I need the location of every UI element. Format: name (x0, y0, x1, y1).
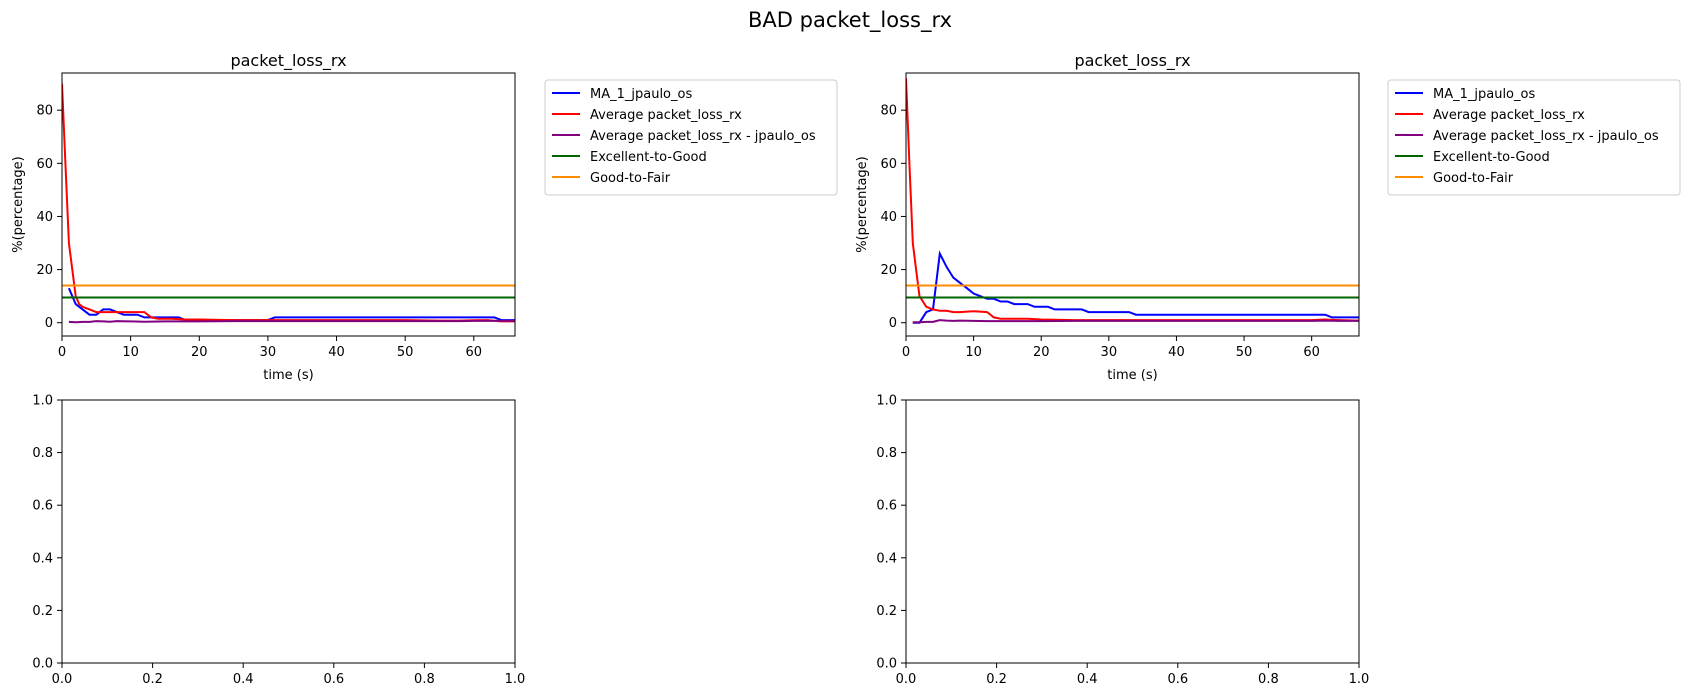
series-line-ma-1-jpaulo-os (67, 287, 515, 322)
x-tick-label: 50 (397, 345, 414, 360)
x-tick-label: 30 (260, 345, 277, 360)
legend-item: MA_1_jpaulo_os (1395, 87, 1535, 102)
legend-label: Average packet_loss_rx (1433, 108, 1585, 123)
y-tick-label: 0 (45, 316, 53, 331)
legend-item: Average packet_loss_rx (552, 108, 742, 123)
subplot-title: packet_loss_rx (230, 51, 346, 71)
x-tick-label: 0.8 (1258, 672, 1279, 687)
legend-item: Average packet_loss_rx - jpaulo_os (552, 129, 816, 144)
y-tick-label: 0 (889, 316, 897, 331)
legend-frame (544, 79, 838, 196)
legend-label: Excellent-to-Good (1433, 150, 1550, 165)
x-tick-label: 0.4 (1077, 672, 1098, 687)
y-tick-label: 1.0 (32, 394, 53, 409)
legend-item: Average packet_loss_rx - jpaulo_os (1395, 129, 1659, 144)
x-tick-label: 0.0 (896, 672, 917, 687)
y-tick-label: 80 (36, 104, 53, 119)
y-axis-label: %(percentage) (855, 156, 870, 253)
x-tick-label: 10 (122, 345, 139, 360)
x-tick-label: 0 (58, 345, 66, 360)
x-tick-label: 60 (1303, 345, 1320, 360)
x-tick-label: 60 (466, 345, 483, 360)
y-tick-label: 0.0 (876, 657, 897, 672)
y-tick-label: 60 (880, 157, 897, 172)
legend: MA_1_jpaulo_os Average packet_loss_rx Aver… (544, 79, 838, 196)
y-tick-label: 0.2 (876, 604, 897, 619)
legend-item: Good-to-Fair (552, 171, 671, 186)
x-axis-label: time (s) (1107, 368, 1157, 383)
y-tick-label: 0.6 (32, 499, 53, 514)
legend-label: Good-to-Fair (590, 171, 671, 186)
figure-title: BAD packet_loss_rx (748, 8, 952, 32)
x-tick-label: 0.8 (414, 672, 435, 687)
legend-item: Excellent-to-Good (1395, 150, 1550, 165)
x-tick-label: 0.4 (233, 672, 254, 687)
x-tick-label: 0 (902, 345, 910, 360)
subplot-4: 0.0 0.2 0.4 0.6 0.8 1.0 0.0 0.2 0.4 0.6 0.8 1.0 (876, 394, 1369, 688)
y-tick-label: 40 (36, 210, 53, 225)
x-tick-label: 40 (1168, 345, 1185, 360)
y-tick-label: 20 (880, 263, 897, 278)
series-line-average-packet-loss-rx-jpaulo-os (912, 319, 1359, 324)
x-tick-label: 20 (191, 345, 208, 360)
subplot-3: 0.0 0.2 0.4 0.6 0.8 1.0 0.0 0.2 0.4 0.6 0.8 1.0 (32, 394, 525, 688)
axes-frame (61, 399, 516, 664)
subplot-2: 0 10 20 30 40 50 60 0 20 40 60 80 packet_loss_rxtime… (855, 51, 1681, 383)
y-tick-label: 0.4 (32, 551, 53, 566)
y-tick-label: 0.2 (32, 604, 53, 619)
legend-label: Average packet_loss_rx - jpaulo_os (590, 129, 816, 144)
y-tick-label: 0.6 (876, 499, 897, 514)
y-tick-label: 60 (36, 157, 53, 172)
legend-label: MA_1_jpaulo_os (1433, 87, 1535, 102)
x-tick-label: 50 (1236, 345, 1253, 360)
subplot-1: 0 10 20 30 40 50 60 0 20 40 60 80 packet_loss_rxtime… (11, 51, 838, 383)
y-tick-label: 0.8 (32, 446, 53, 461)
series-line-average-packet-loss-rx (906, 78, 1359, 322)
legend-label: Average packet_loss_rx - jpaulo_os (1433, 129, 1659, 144)
y-tick-label: 40 (880, 210, 897, 225)
y-tick-label: 1.0 (876, 394, 897, 409)
x-tick-label: 30 (1101, 345, 1118, 360)
legend-item: Good-to-Fair (1395, 171, 1514, 186)
legend: MA_1_jpaulo_os Average packet_loss_rx Aver… (1387, 79, 1681, 196)
y-tick-label: 0.4 (876, 551, 897, 566)
legend-label: MA_1_jpaulo_os (590, 87, 692, 102)
x-tick-label: 0.6 (1167, 672, 1188, 687)
legend-frame (1387, 79, 1681, 196)
x-tick-label: 1.0 (505, 672, 526, 687)
y-tick-label: 0.0 (32, 657, 53, 672)
x-tick-label: 0.0 (52, 672, 73, 687)
axes-frame (905, 72, 1360, 337)
series-group (62, 83, 515, 324)
legend-item: Excellent-to-Good (552, 150, 707, 165)
y-tick-label: 20 (36, 263, 53, 278)
series-group (906, 78, 1359, 324)
subplot-title: packet_loss_rx (1074, 51, 1190, 71)
x-tick-label: 0.2 (986, 672, 1007, 687)
y-tick-label: 80 (880, 104, 897, 119)
x-axis-label: time (s) (263, 368, 313, 383)
legend-label: Good-to-Fair (1433, 171, 1514, 186)
legend-label: Excellent-to-Good (590, 150, 707, 165)
x-tick-label: 40 (328, 345, 345, 360)
x-tick-label: 0.2 (142, 672, 163, 687)
x-tick-label: 0.6 (323, 672, 344, 687)
axes-frame (905, 399, 1360, 664)
x-tick-label: 20 (1033, 345, 1050, 360)
legend-item: MA_1_jpaulo_os (552, 87, 692, 102)
y-tick-label: 0.8 (876, 446, 897, 461)
x-tick-label: 10 (965, 345, 982, 360)
legend-item: Average packet_loss_rx (1395, 108, 1585, 123)
x-tick-label: 1.0 (1349, 672, 1370, 687)
series-line-average-packet-loss-rx-jpaulo-os (68, 319, 515, 324)
series-line-ma-1-jpaulo-os (912, 250, 1359, 324)
legend-label: Average packet_loss_rx (590, 108, 742, 123)
y-axis-label: %(percentage) (11, 156, 26, 253)
axes-frame (61, 72, 516, 337)
